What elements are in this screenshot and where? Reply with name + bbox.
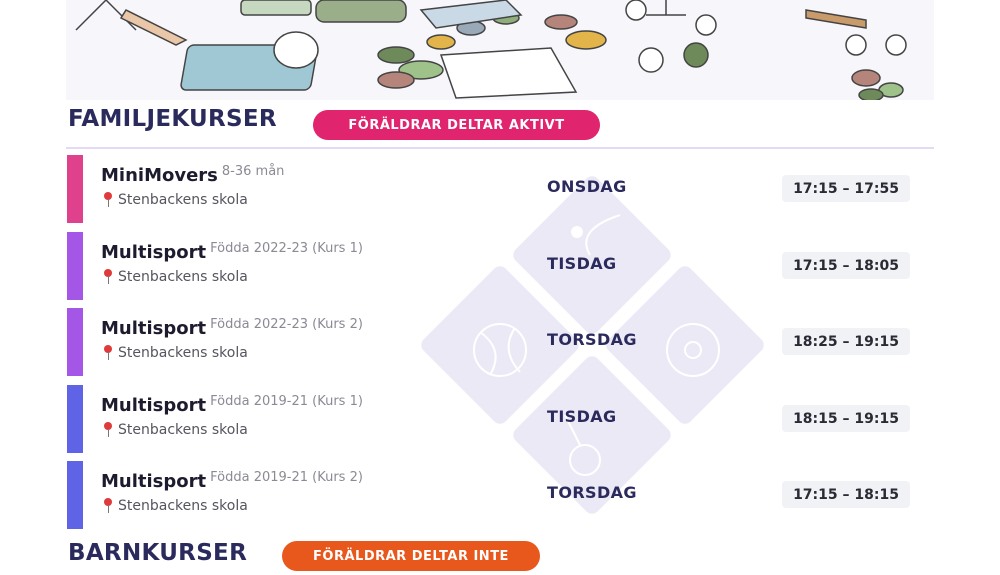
location-text: Stenbackens skola [118,498,248,514]
course-title: MiniMovers [101,165,218,186]
course-age: Födda 2022-23 (Kurs 1) [210,241,363,256]
course-time: 18:25 – 19:15 [782,328,910,355]
course-location: Stenbackens skola [104,345,248,361]
course-row: Multisport Födda 2022-23 (Kurs 1) Stenbac… [66,232,934,300]
course-name: Multisport Födda 2022-23 (Kurs 2) [101,317,363,339]
course-age: Födda 2019-21 (Kurs 1) [210,394,363,409]
course-age: 8-36 mån [221,164,285,179]
course-time: 17:15 – 17:55 [782,175,910,202]
section-title-familjekurser: FAMILJEKURSER [68,106,277,132]
location-text: Stenbackens skola [118,422,248,438]
course-location: Stenbackens skola [104,498,248,514]
section-title-barnkurser: BARNKURSER [68,540,248,566]
course-time: 17:15 – 18:15 [782,481,910,508]
course-day: TISDAG [547,407,617,426]
badge-parents-active: FÖRÄLDRAR DELTAR AKTIVT [313,110,600,140]
course-title: Multisport [101,242,207,263]
location-text: Stenbackens skola [118,269,248,285]
course-title: Multisport [101,471,207,492]
course-name: Multisport Födda 2022-23 (Kurs 1) [101,241,363,263]
course-day: TISDAG [547,254,617,273]
kids-playing-illustration [75,0,907,100]
course-name: Multisport Födda 2019-21 (Kurs 1) [101,394,363,416]
course-name: Multisport Födda 2019-21 (Kurs 2) [101,470,363,492]
course-color-bar [67,308,83,376]
course-row: MiniMovers 8-36 mån Stenbackens skola ONS… [66,155,934,223]
course-title: Multisport [101,395,207,416]
hero-illustration [66,0,934,100]
badge-parents-not-participating: FÖRÄLDRAR DELTAR INTE [282,541,540,571]
map-pin-icon [104,269,112,285]
syd-multisport-watermark-logo [417,172,768,518]
course-location: Stenbackens skola [104,192,248,208]
course-time: 18:15 – 19:15 [782,405,910,432]
course-row: Multisport Födda 2019-21 (Kurs 1) Stenbac… [66,385,934,453]
location-text: Stenbackens skola [118,192,248,208]
course-row: Multisport Födda 2019-21 (Kurs 2) Stenbac… [66,461,934,529]
course-location: Stenbackens skola [104,422,248,438]
course-time: 17:15 – 18:05 [782,252,910,279]
course-row: Multisport Födda 2022-23 (Kurs 2) Stenbac… [66,308,934,376]
course-color-bar [67,461,83,529]
course-day: TORSDAG [547,483,637,502]
course-age: Födda 2022-23 (Kurs 2) [210,317,363,332]
course-location: Stenbackens skola [104,269,248,285]
course-age: Födda 2019-21 (Kurs 2) [210,470,363,485]
course-day: TORSDAG [547,330,637,349]
map-pin-icon [104,345,112,361]
map-pin-icon [104,422,112,438]
course-color-bar [67,155,83,223]
course-name: MiniMovers 8-36 mån [101,164,285,186]
course-title: Multisport [101,318,207,339]
map-pin-icon [104,498,112,514]
course-color-bar [67,385,83,453]
course-day: ONSDAG [547,177,627,196]
map-pin-icon [104,192,112,208]
section-divider [66,147,934,149]
location-text: Stenbackens skola [118,345,248,361]
course-color-bar [67,232,83,300]
